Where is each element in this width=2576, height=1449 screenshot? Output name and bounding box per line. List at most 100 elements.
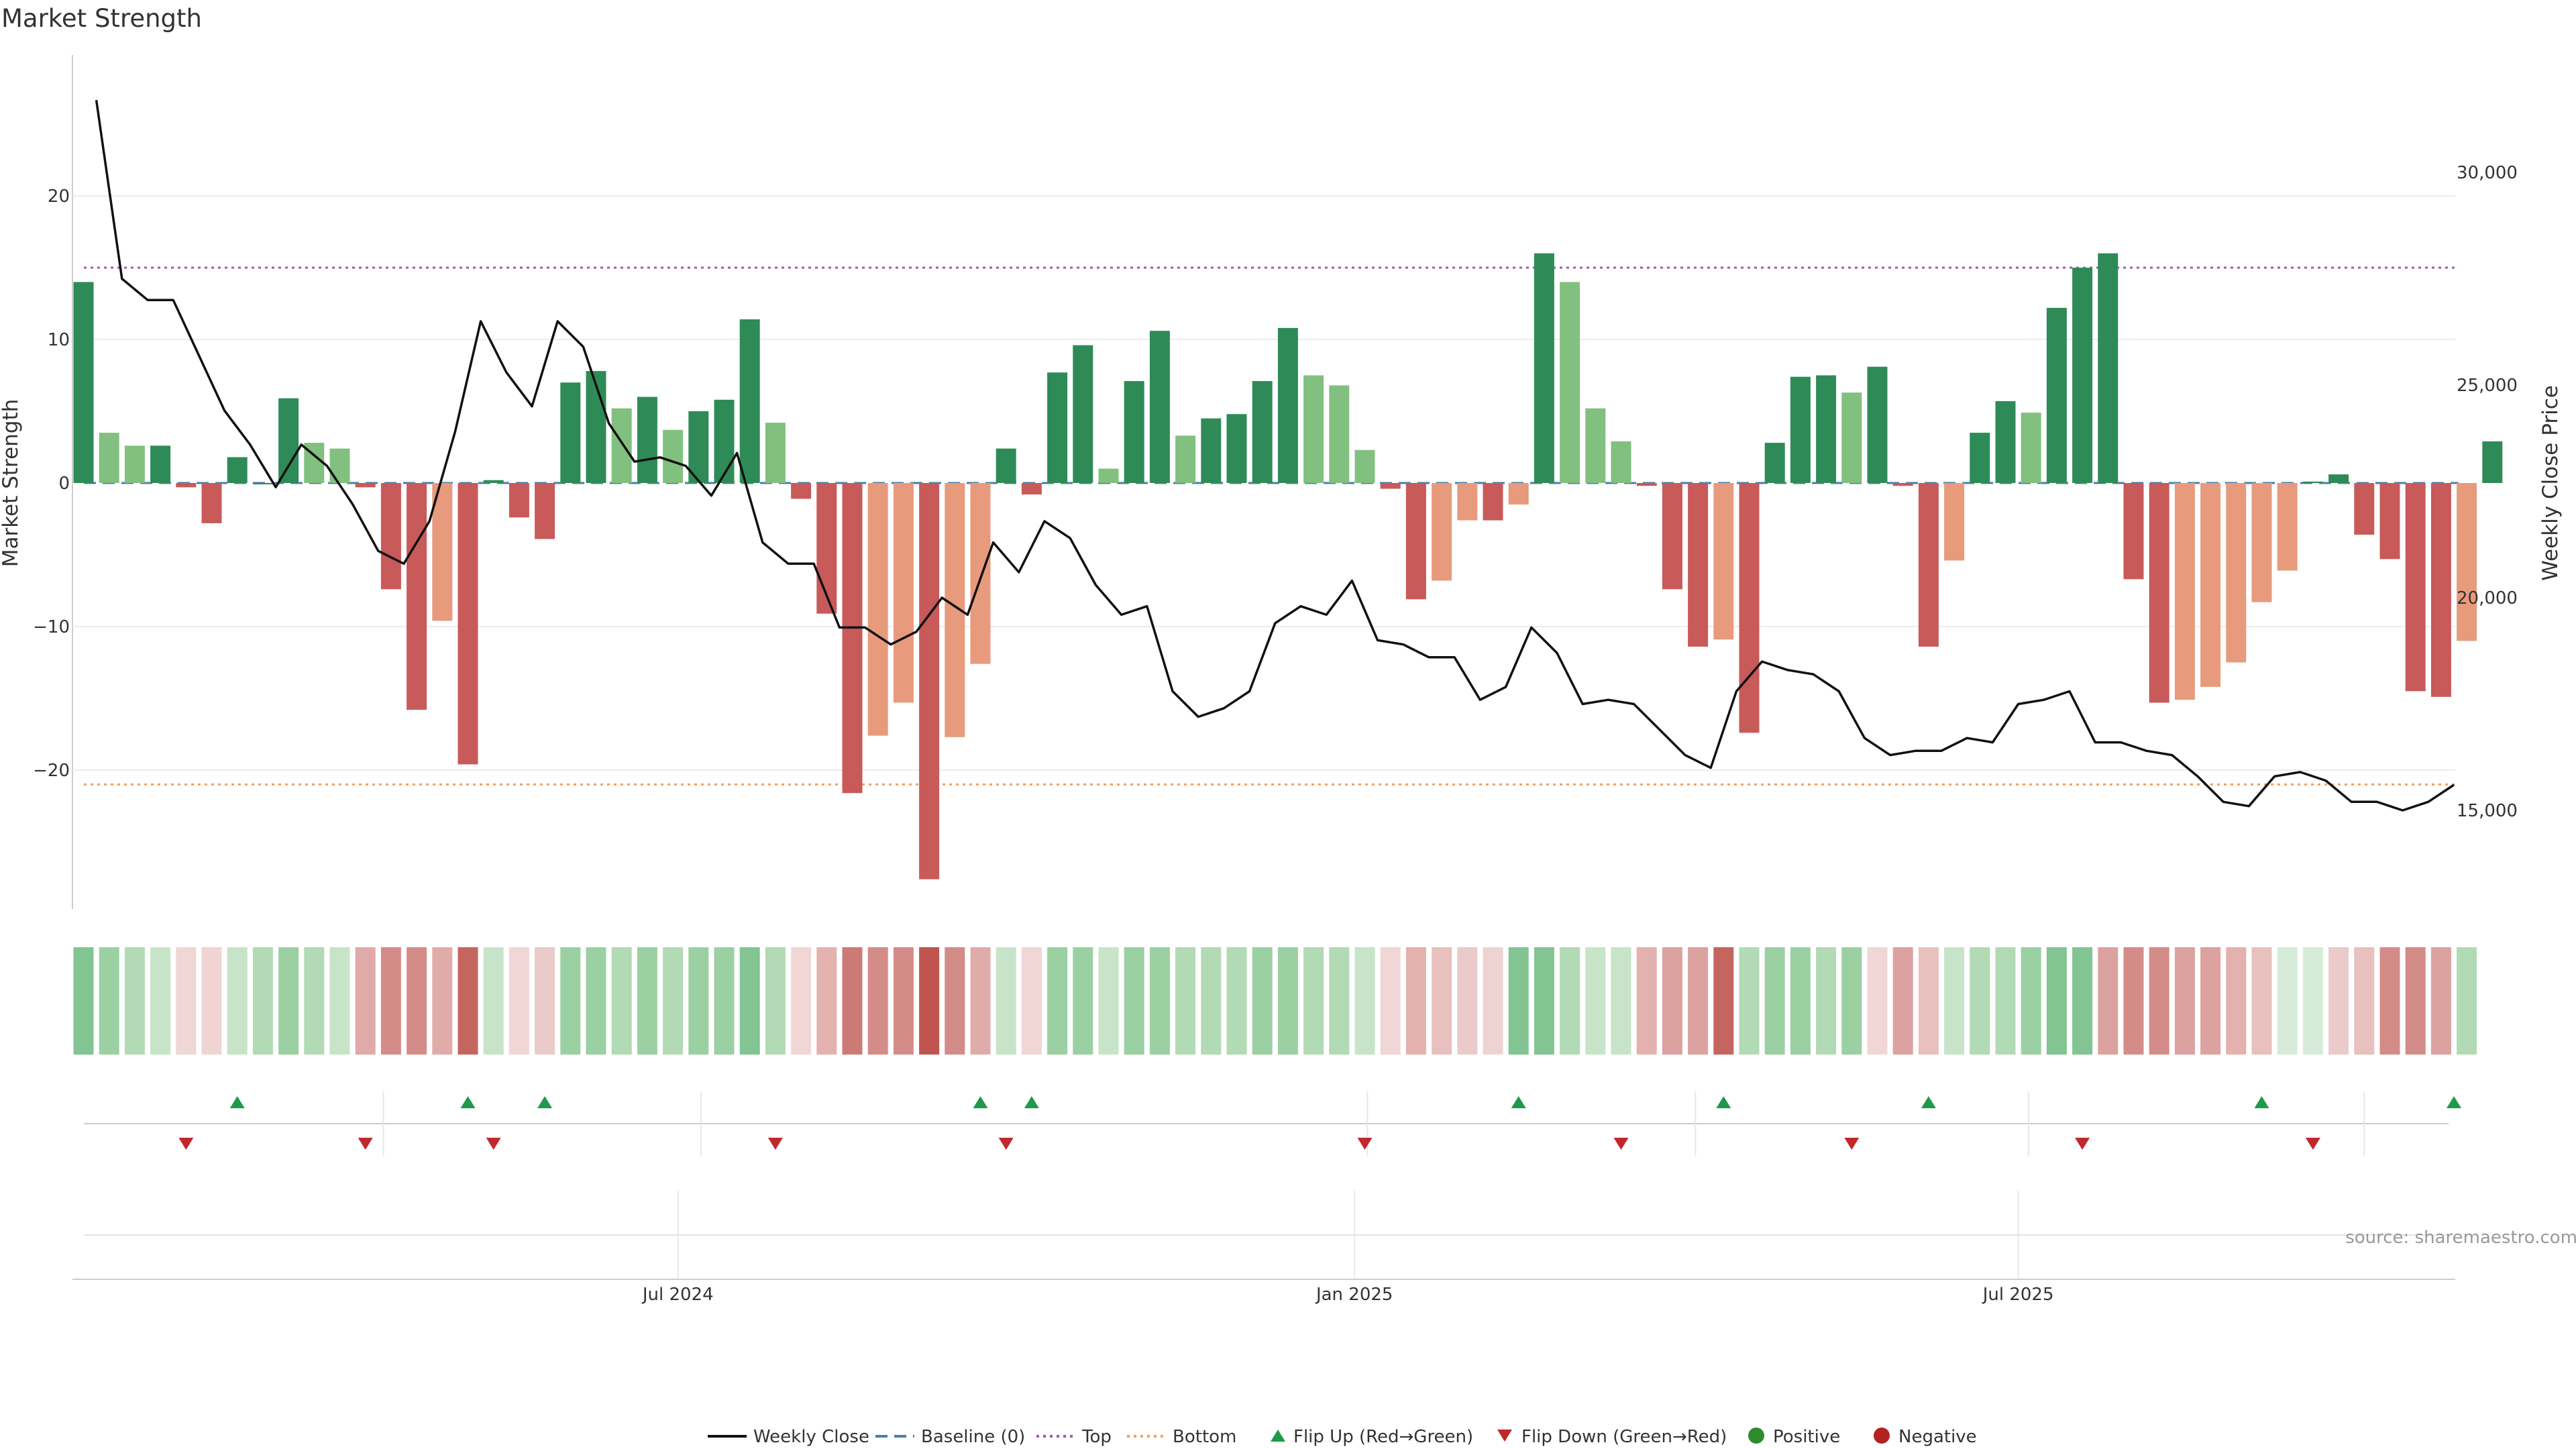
heat-cell — [1585, 947, 1606, 1055]
flip-down-marker — [998, 1138, 1014, 1150]
strength-bar — [2226, 483, 2247, 663]
heat-cell — [1841, 947, 1862, 1055]
strength-bar — [842, 483, 863, 794]
strength-bar — [278, 398, 299, 483]
strength-bar — [2430, 483, 2451, 697]
flip-up-marker — [2254, 1096, 2269, 1108]
heat-cell — [304, 947, 325, 1055]
strength-bar — [714, 399, 735, 483]
strength-bar — [688, 411, 709, 483]
heat-cell — [714, 947, 735, 1055]
strength-bar — [1432, 483, 1452, 581]
legend-label: Flip Up (Red→Green) — [1293, 1427, 1473, 1447]
strength-bar — [1329, 385, 1350, 483]
heat-cell — [1918, 947, 1939, 1055]
heat-cell — [1354, 947, 1375, 1055]
strength-heat-strip — [73, 947, 2477, 1055]
strength-bar — [2098, 253, 2118, 483]
heat-cell — [2149, 947, 2169, 1055]
legend-label: Weekly Close — [753, 1427, 869, 1447]
legend-label: Negative — [1898, 1427, 1977, 1447]
x-tick-label: Jan 2025 — [1315, 1285, 1393, 1305]
strength-bar — [1918, 483, 1939, 647]
heat-cell — [201, 947, 222, 1055]
heat-cell — [586, 947, 606, 1055]
heat-cell — [1611, 947, 1631, 1055]
strength-bar — [458, 483, 478, 765]
heat-cell — [124, 947, 145, 1055]
heat-cell — [535, 947, 555, 1055]
heat-cell — [1483, 947, 1503, 1055]
heat-cell — [893, 947, 914, 1055]
strength-bar — [611, 408, 632, 483]
strength-bar — [2046, 307, 2067, 483]
legend-label: Top — [1081, 1427, 1112, 1447]
strength-bar — [1560, 282, 1580, 483]
heat-cell — [816, 947, 837, 1055]
heat-cell — [919, 947, 940, 1055]
strength-bar — [1252, 381, 1273, 483]
strength-bar — [765, 423, 786, 483]
heat-cell — [1534, 947, 1554, 1055]
heat-cell — [688, 947, 709, 1055]
heat-cell — [2174, 947, 2195, 1055]
y2-tick-label: 20,000 — [2457, 588, 2518, 608]
y-tick-label: 0 — [58, 474, 70, 494]
flip-down-marker — [358, 1138, 373, 1150]
heat-cell — [2405, 947, 2426, 1055]
strength-bar — [1021, 483, 1042, 495]
strength-bar — [1457, 483, 1478, 521]
heat-cell — [458, 947, 478, 1055]
strength-bar — [893, 483, 914, 703]
strength-bar — [1483, 483, 1503, 521]
strength-bar — [2277, 483, 2298, 571]
heat-cell — [1329, 947, 1350, 1055]
strength-bar — [1124, 381, 1144, 483]
heat-cell — [1277, 947, 1298, 1055]
strength-bar — [252, 483, 273, 484]
strength-bar — [1867, 366, 1888, 483]
heat-cell — [1688, 947, 1709, 1055]
strength-bar — [1303, 375, 1324, 483]
y-axis-label: Market Strength — [0, 399, 23, 568]
heat-cell — [1175, 947, 1196, 1055]
heat-cell — [150, 947, 171, 1055]
strength-bar — [380, 483, 401, 590]
strength-bar — [355, 483, 376, 488]
strength-bar — [1970, 433, 1990, 483]
heat-cell — [1944, 947, 1965, 1055]
strength-bar — [1226, 414, 1247, 483]
flip-down-marker — [2305, 1138, 2320, 1150]
strength-bar — [1175, 435, 1196, 483]
heat-cell — [1995, 947, 2016, 1055]
strength-bar — [150, 445, 171, 483]
heat-cell — [1867, 947, 1888, 1055]
flip-down-marker — [1613, 1138, 1629, 1150]
strength-bar — [970, 483, 991, 664]
source-note: source: sharemaestro.com — [2345, 1228, 2576, 1248]
heat-cell — [1380, 947, 1401, 1055]
strength-bar — [1380, 483, 1401, 489]
heat-cell — [867, 947, 888, 1055]
strength-bar — [663, 429, 684, 483]
legend-dot-icon — [1748, 1428, 1764, 1444]
strength-bar — [535, 483, 555, 539]
heat-cell — [483, 947, 504, 1055]
strength-bar — [73, 282, 94, 483]
heat-cell — [842, 947, 863, 1055]
strength-bar — [1892, 483, 1913, 486]
x-tick-label: Jul 2024 — [641, 1285, 714, 1305]
heat-cell — [1303, 947, 1324, 1055]
legend: Weekly Close Baseline (0) Top Bottom Flip Up… — [708, 1427, 1977, 1447]
heat-cell — [1560, 947, 1580, 1055]
heat-cell — [1739, 947, 1760, 1055]
strength-bar — [1405, 483, 1426, 600]
strength-bar — [2379, 483, 2400, 559]
heat-cell — [1124, 947, 1144, 1055]
heat-cell — [2277, 947, 2298, 1055]
strength-bar — [2302, 481, 2323, 483]
strength-bar — [816, 483, 837, 614]
flip-up-marker — [460, 1096, 476, 1108]
legend-label: Baseline (0) — [921, 1427, 1025, 1447]
legend-flip-up-icon — [1271, 1430, 1285, 1442]
